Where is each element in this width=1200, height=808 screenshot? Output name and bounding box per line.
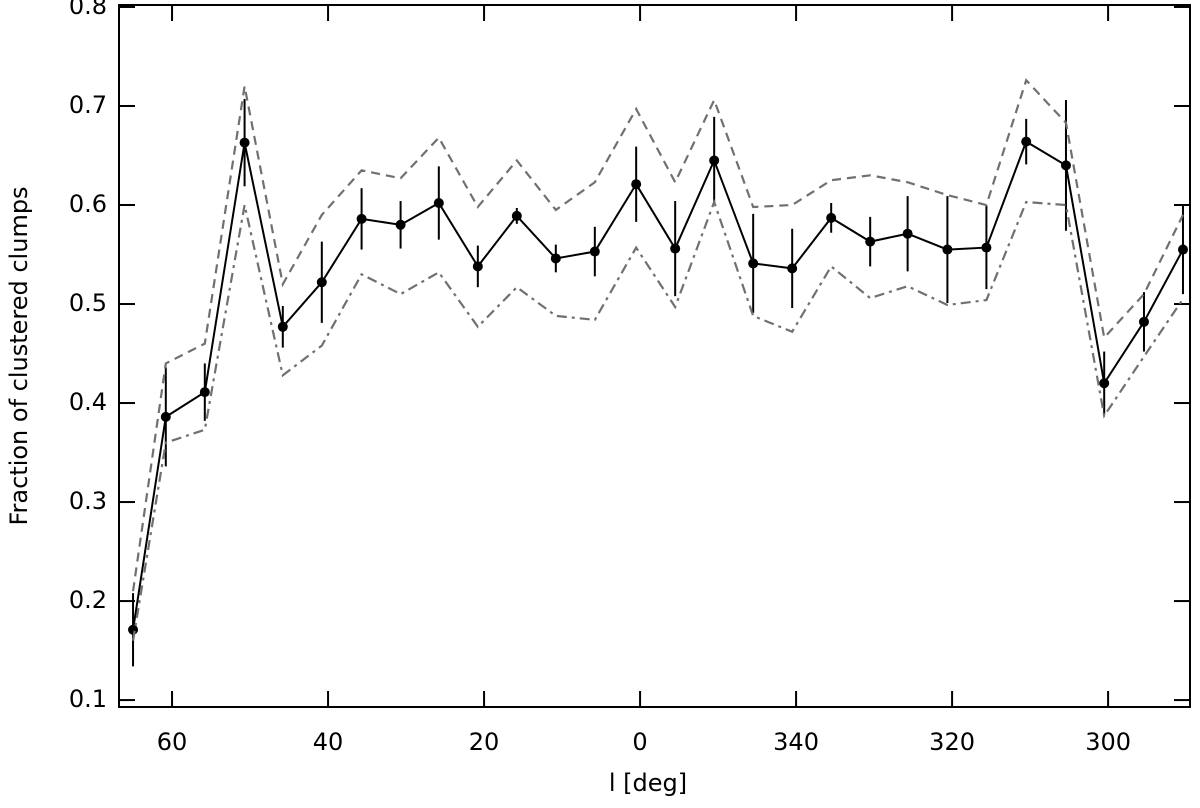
data-point bbox=[1060, 160, 1071, 171]
x-tick-label: 340 bbox=[773, 728, 819, 756]
data-point bbox=[709, 155, 720, 166]
data-point bbox=[787, 263, 798, 274]
data-point bbox=[472, 261, 483, 272]
data-point bbox=[942, 244, 953, 255]
y-tick-label: 0.6 bbox=[69, 190, 107, 218]
data-point bbox=[902, 228, 913, 239]
data-point bbox=[1099, 378, 1110, 389]
data-point bbox=[277, 321, 288, 332]
x-tick-label: 300 bbox=[1085, 728, 1131, 756]
data-point bbox=[316, 277, 327, 288]
y-axis-title: Fraction of clustered clumps bbox=[5, 186, 33, 525]
x-tick-label: 60 bbox=[157, 728, 188, 756]
data-point bbox=[589, 246, 600, 257]
data-point bbox=[1021, 136, 1032, 147]
data-point bbox=[511, 210, 522, 221]
data-point bbox=[865, 236, 876, 247]
y-tick-label: 0.5 bbox=[69, 289, 107, 317]
y-tick-label: 0.3 bbox=[69, 487, 107, 515]
y-tick-label: 0.4 bbox=[69, 388, 107, 416]
data-point bbox=[160, 411, 171, 422]
y-tick-label: 0.1 bbox=[69, 685, 107, 713]
data-point bbox=[826, 212, 837, 223]
series-line bbox=[131, 198, 1184, 641]
data-point bbox=[395, 219, 406, 230]
data-point bbox=[239, 137, 250, 148]
y-tick-label: 0.7 bbox=[69, 91, 107, 119]
x-tick-label: 40 bbox=[313, 728, 344, 756]
data-point bbox=[670, 243, 681, 254]
series-line bbox=[132, 140, 1184, 630]
data-point bbox=[128, 624, 139, 635]
y-tick-label: 0.2 bbox=[69, 586, 107, 614]
data-point bbox=[748, 258, 759, 269]
data-point bbox=[356, 213, 367, 224]
data-point bbox=[1177, 244, 1188, 255]
data-point bbox=[631, 179, 642, 190]
data-point bbox=[550, 253, 561, 264]
x-tick-label: 320 bbox=[929, 728, 975, 756]
data-point bbox=[433, 198, 444, 209]
data-point bbox=[199, 387, 210, 398]
data-point bbox=[1138, 316, 1149, 327]
x-axis-title: l [deg] bbox=[609, 769, 687, 797]
plot-frame bbox=[118, 4, 1191, 708]
data-point bbox=[981, 242, 992, 253]
x-tick-label: 20 bbox=[469, 728, 500, 756]
y-tick-label: 0.8 bbox=[69, 0, 107, 20]
x-tick-label: 0 bbox=[632, 728, 647, 756]
